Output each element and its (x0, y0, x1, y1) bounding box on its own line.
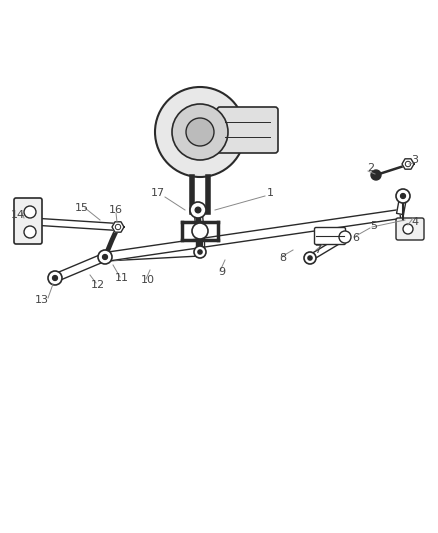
Circle shape (190, 202, 206, 218)
Polygon shape (396, 197, 406, 215)
Circle shape (396, 189, 410, 203)
Circle shape (24, 206, 36, 218)
Text: 3: 3 (411, 155, 418, 165)
Text: 2: 2 (367, 163, 374, 173)
Circle shape (339, 231, 351, 243)
FancyBboxPatch shape (314, 228, 346, 245)
Text: 15: 15 (75, 203, 89, 213)
Circle shape (198, 250, 202, 254)
Circle shape (98, 250, 112, 264)
Polygon shape (105, 248, 200, 261)
Text: 6: 6 (353, 233, 360, 243)
Circle shape (403, 224, 413, 234)
Text: 7: 7 (314, 245, 321, 255)
Circle shape (115, 224, 121, 230)
Text: 17: 17 (151, 188, 165, 198)
FancyBboxPatch shape (14, 198, 42, 244)
Circle shape (192, 223, 208, 239)
Text: 13: 13 (35, 295, 49, 305)
Circle shape (195, 207, 201, 213)
Polygon shape (194, 209, 204, 230)
Polygon shape (104, 209, 401, 262)
Text: 10: 10 (141, 275, 155, 285)
Circle shape (155, 87, 245, 177)
Polygon shape (40, 219, 118, 230)
Circle shape (48, 271, 62, 285)
Text: 4: 4 (411, 217, 419, 227)
Polygon shape (196, 230, 204, 252)
Circle shape (304, 252, 316, 264)
Circle shape (172, 104, 228, 160)
Circle shape (24, 226, 36, 238)
Text: 8: 8 (279, 253, 286, 263)
Text: 5: 5 (371, 221, 378, 231)
Circle shape (308, 256, 312, 260)
Circle shape (186, 118, 214, 146)
Polygon shape (53, 253, 106, 281)
Text: 1: 1 (266, 188, 273, 198)
Polygon shape (112, 222, 124, 232)
FancyBboxPatch shape (217, 107, 278, 153)
Circle shape (194, 246, 206, 258)
Circle shape (371, 170, 381, 180)
Circle shape (53, 276, 57, 280)
Polygon shape (308, 235, 346, 261)
Text: 11: 11 (115, 273, 129, 283)
Text: 9: 9 (219, 267, 226, 277)
Text: 16: 16 (109, 205, 123, 215)
Circle shape (405, 161, 411, 167)
Text: 14: 14 (11, 210, 25, 220)
Circle shape (102, 255, 107, 260)
FancyBboxPatch shape (396, 218, 424, 240)
Circle shape (400, 193, 406, 198)
Polygon shape (402, 159, 414, 169)
Text: 12: 12 (91, 280, 105, 290)
